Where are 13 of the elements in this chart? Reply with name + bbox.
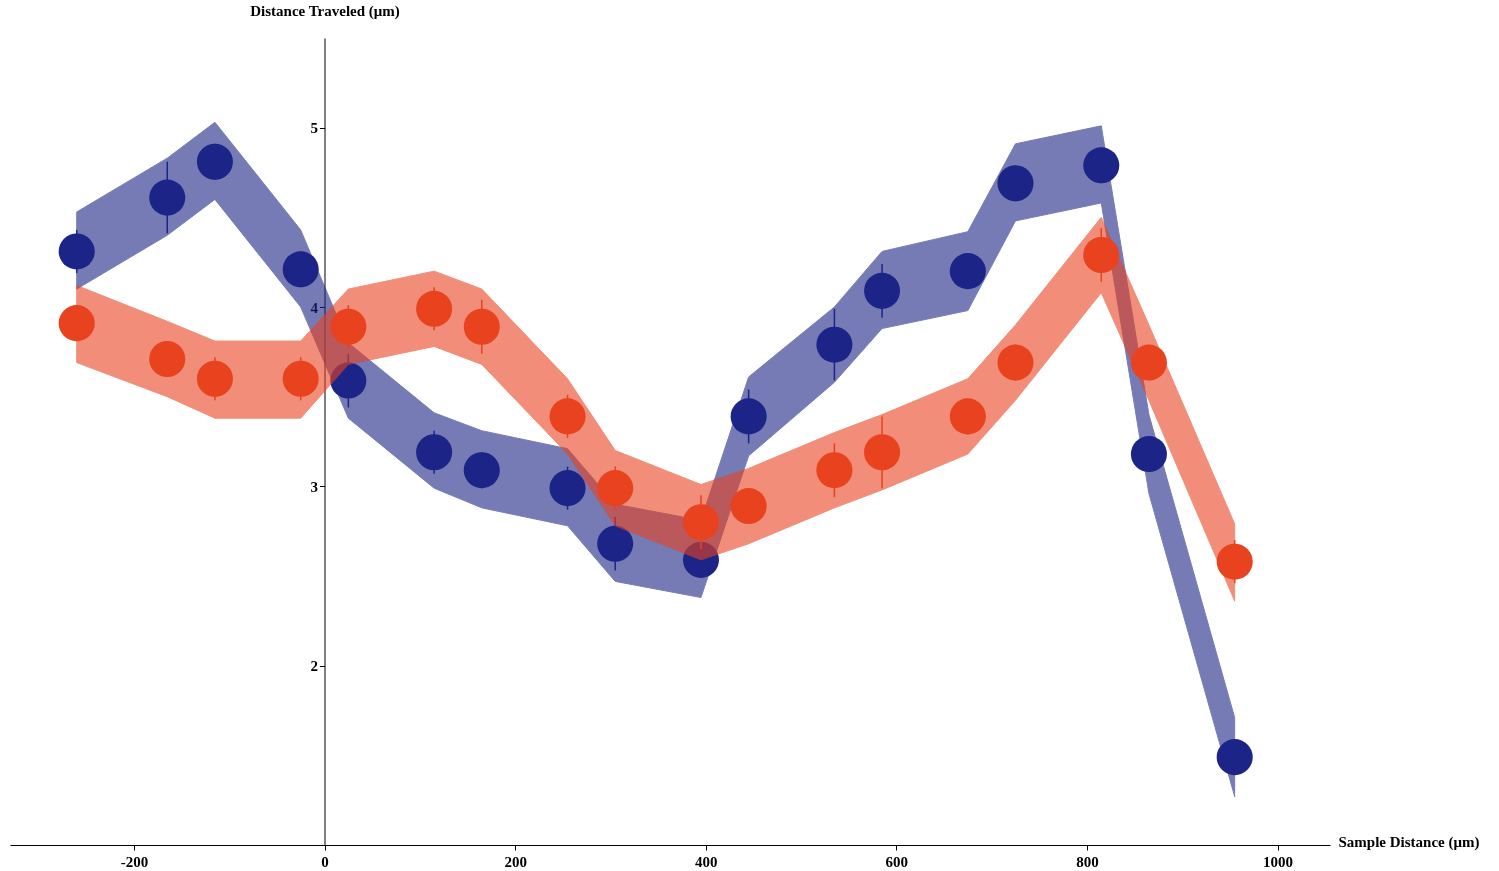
y-tick-label: 5	[310, 120, 319, 137]
x-tick-label: 0	[321, 853, 329, 870]
x-tick-label: 200	[504, 853, 527, 870]
y-tick-label: 4	[310, 299, 319, 316]
x-tick-label: 1000	[1263, 853, 1294, 870]
x-tick-label: 400	[694, 853, 718, 870]
y-tick-label: 2	[310, 658, 319, 675]
x-tick-label: 600	[885, 853, 909, 870]
x-axis-title: Sample Distance (μm)	[1338, 833, 1480, 851]
y-axis-title: Distance Traveled (μm)	[250, 2, 400, 20]
x-tick-label: -200	[120, 853, 149, 870]
x-tick-label: 800	[1076, 853, 1099, 870]
y-tick-label: 3	[310, 478, 319, 495]
